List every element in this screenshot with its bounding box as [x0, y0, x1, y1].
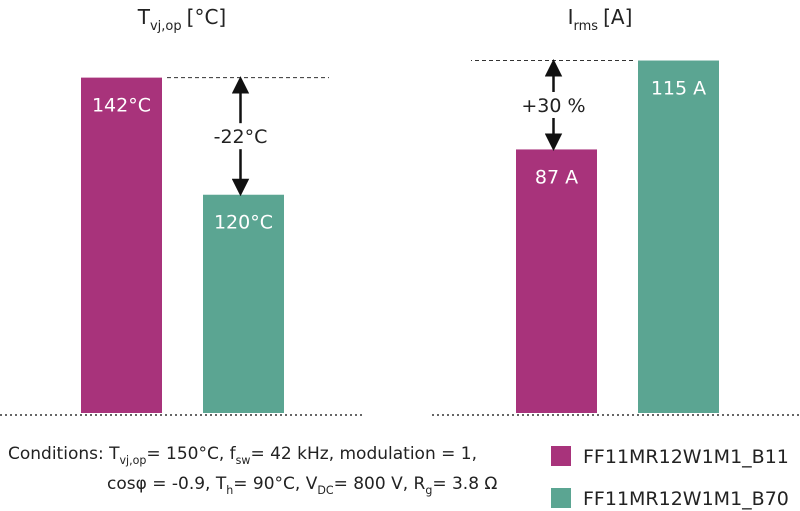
text-run: = 3.8 Ω [432, 474, 497, 494]
bar [81, 77, 162, 413]
subscript: g [425, 484, 432, 497]
conditions-text: cosφ = -0.9, Th= 90°C, VDC= 800 V, Rg= 3… [107, 474, 497, 497]
text-run: = 90°C, V [233, 474, 317, 494]
chart-title: Irms [A] [568, 5, 633, 34]
legend-swatch [551, 488, 571, 508]
legend-label: FF11MR12W1M1_B70 [583, 488, 789, 510]
value-label: 142°C [92, 95, 151, 117]
conditions-text: Conditions: Tvj,op= 150°C, fsw= 42 kHz, … [8, 444, 477, 467]
subscript: sw [236, 454, 251, 467]
subscript: h [226, 484, 233, 497]
bar [203, 194, 284, 413]
subscript: DC [317, 484, 334, 497]
text-run: = 150°C, f [146, 444, 236, 464]
legend-swatch [551, 446, 571, 466]
chart-title: Tvj,op [°C] [137, 5, 226, 34]
legend-label: FF11MR12W1M1_B11 [583, 446, 789, 468]
subscript: rms [574, 19, 599, 34]
value-label: 120°C [214, 212, 273, 234]
annotation-bg [208, 123, 273, 150]
text-run: = 42 kHz, modulation = 1, [250, 444, 477, 464]
bar [516, 149, 597, 413]
text-run: [°C] [187, 5, 227, 29]
annotation-bg [521, 91, 586, 118]
subscript: vj,op [150, 19, 182, 34]
text-run: T [137, 5, 151, 29]
text-run: = 800 V, R [334, 474, 426, 494]
value-label: 115 A [651, 78, 706, 100]
text-run: Conditions: T [8, 444, 120, 464]
value-label: 87 A [535, 166, 578, 188]
subscript: vj,op [120, 454, 147, 467]
annotation: +30 % [521, 95, 585, 117]
text-run: [A] [603, 5, 632, 29]
text-run: I [568, 5, 574, 29]
bar [638, 60, 719, 414]
annotation: -22°C [214, 126, 268, 148]
text-run: cosφ = -0.9, T [107, 474, 227, 494]
